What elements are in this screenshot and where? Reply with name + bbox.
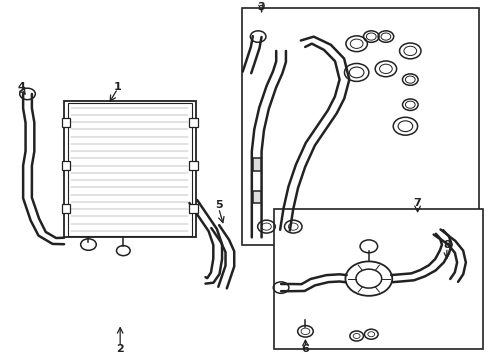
Bar xyxy=(252,158,260,171)
Bar xyxy=(61,161,70,170)
Text: 6: 6 xyxy=(301,343,309,354)
Text: 8: 8 xyxy=(442,239,450,249)
Bar xyxy=(189,161,198,170)
Bar xyxy=(189,204,198,213)
Bar xyxy=(68,103,191,235)
Text: 1: 1 xyxy=(114,82,122,92)
Bar xyxy=(189,118,198,127)
Text: 4: 4 xyxy=(17,82,25,92)
Text: 3: 3 xyxy=(257,2,265,12)
Text: 7: 7 xyxy=(413,198,421,208)
Text: 5: 5 xyxy=(214,200,222,210)
Bar xyxy=(242,8,478,244)
Bar xyxy=(252,191,260,203)
Bar xyxy=(64,101,195,237)
Bar xyxy=(61,118,70,127)
Bar xyxy=(273,209,483,348)
Bar xyxy=(61,204,70,213)
Text: 2: 2 xyxy=(116,343,124,354)
